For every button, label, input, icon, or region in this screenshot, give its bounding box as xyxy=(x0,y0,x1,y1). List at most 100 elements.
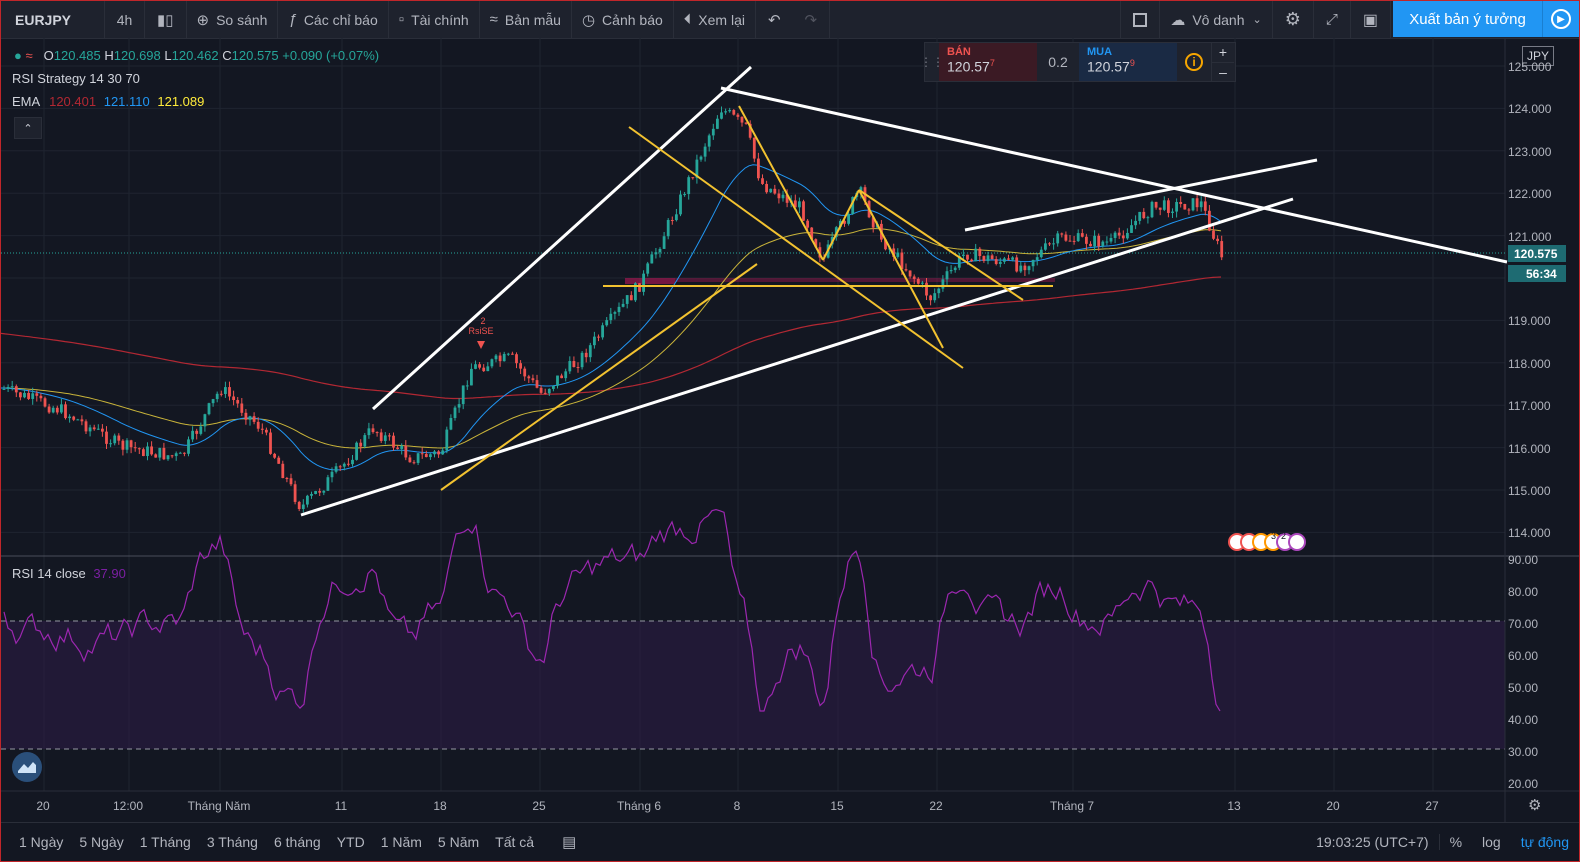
range-button[interactable]: 6 tháng xyxy=(273,834,321,850)
sell-button[interactable]: BÁN 120.577 xyxy=(939,43,1037,81)
range-button[interactable]: 5 Ngày xyxy=(79,834,124,850)
signal-marker: 2 RsiSE xyxy=(468,316,494,349)
publish-idea-button[interactable]: Xuất bản ý tưởng xyxy=(1393,1,1542,37)
compare-button[interactable]: ⊕ So sánh xyxy=(187,1,279,38)
minus-icon[interactable]: – xyxy=(1212,61,1234,82)
candle-body xyxy=(666,220,670,237)
range-button[interactable]: 1 Năm xyxy=(380,834,422,850)
rsi-tick-label: 70.00 xyxy=(1508,617,1539,631)
alert-button[interactable]: ◷ Cảnh báo xyxy=(572,1,674,38)
templates-button[interactable]: ≈ Bản mẫu xyxy=(480,1,572,38)
candle-body xyxy=(60,404,63,413)
high-label: H xyxy=(104,48,114,63)
symbol-label: EURJPY xyxy=(15,11,72,28)
clock-label[interactable]: 19:03:25 (UTC+7) xyxy=(1306,834,1440,850)
candle-body xyxy=(1138,211,1142,221)
snapshot-button[interactable]: ▣ xyxy=(1351,1,1391,38)
candle-body xyxy=(482,367,486,372)
layout-name-button[interactable]: ☁ Vô danh ⌄ xyxy=(1160,1,1273,38)
trend-line[interactable] xyxy=(738,105,824,261)
info-button[interactable]: i xyxy=(1177,43,1211,81)
chevron-down-icon: ⌄ xyxy=(1252,14,1262,26)
range-button[interactable]: Tất cả xyxy=(495,834,535,850)
trend-line[interactable] xyxy=(371,65,753,411)
chart-style-button[interactable]: ▮▯ xyxy=(145,1,187,38)
indicators-button[interactable]: ƒ Các chỉ báo xyxy=(278,1,389,38)
rsi-legend[interactable]: RSI 14 close 37.90 xyxy=(12,566,126,581)
candle-body xyxy=(392,435,395,448)
signal-count: 2 xyxy=(480,316,485,326)
close-label: C xyxy=(222,48,232,63)
fullscreen-rect-button[interactable] xyxy=(1120,1,1161,38)
trend-line[interactable] xyxy=(720,86,1508,264)
tradingview-logo[interactable] xyxy=(12,752,42,782)
candle-body xyxy=(851,196,855,214)
trend-line[interactable] xyxy=(858,189,1024,301)
candle-body xyxy=(511,353,514,355)
trend-line[interactable] xyxy=(300,197,1294,517)
candle-body xyxy=(1216,238,1219,242)
candle-body xyxy=(1093,235,1096,247)
financials-button[interactable]: ▫ Tài chính xyxy=(389,1,480,38)
candle-body xyxy=(1195,198,1199,208)
strategy-legend[interactable]: RSI Strategy 14 30 70 xyxy=(12,71,140,86)
fullscreen-button[interactable]: ⤢ xyxy=(1314,1,1351,38)
candle-body xyxy=(974,248,978,262)
candlestick-series xyxy=(2,106,1224,513)
candle-body xyxy=(1199,201,1203,208)
trend-line[interactable] xyxy=(858,189,944,349)
candle-body xyxy=(576,367,580,369)
quantity-stepper[interactable]: + – xyxy=(1211,43,1234,81)
plus-icon[interactable]: + xyxy=(1218,44,1228,61)
replay-button[interactable]: ⏴ Xem lại xyxy=(674,1,756,38)
drag-handle-icon[interactable]: ⋮⋮ xyxy=(920,55,944,69)
candle-body xyxy=(285,478,289,480)
time-tick-label: Tháng 6 xyxy=(616,799,662,813)
range-button[interactable]: 3 Tháng xyxy=(206,834,258,850)
candle-body xyxy=(994,259,998,264)
redo-button[interactable]: ↷ xyxy=(793,1,831,38)
candle-body xyxy=(1109,237,1113,242)
range-button[interactable]: YTD xyxy=(336,834,365,850)
chart-settings-icon[interactable]: ⚙ xyxy=(1528,797,1542,814)
range-button[interactable]: 5 Năm xyxy=(437,834,480,850)
trend-line[interactable] xyxy=(628,126,964,369)
date-range-icon[interactable]: ▤ xyxy=(562,834,577,851)
candle-body xyxy=(925,282,928,296)
buy-button[interactable]: MUA 120.579 xyxy=(1079,43,1177,81)
current-price-label: 120.575 xyxy=(1508,245,1566,262)
settings-button[interactable]: ⚙ xyxy=(1273,1,1314,38)
candle-body xyxy=(527,376,531,379)
range-button[interactable]: 1 Ngày xyxy=(19,834,64,850)
ema-value: 121.110 xyxy=(103,94,150,109)
percent-toggle[interactable]: % xyxy=(1449,834,1463,850)
publish-menu-button[interactable]: ▶ xyxy=(1542,1,1579,37)
undo-button[interactable]: ↶ xyxy=(756,1,793,38)
event-marker[interactable] xyxy=(1288,533,1306,551)
candle-body xyxy=(1023,265,1027,271)
candle-body xyxy=(429,454,432,458)
candle-body xyxy=(1101,241,1105,247)
symbol-search[interactable]: EURJPY xyxy=(1,1,105,38)
candle-body xyxy=(244,412,248,420)
candle-body xyxy=(568,361,572,372)
log-toggle[interactable]: log xyxy=(1482,834,1501,850)
candle-body xyxy=(330,471,334,478)
candle-body xyxy=(732,110,736,115)
auto-scale-toggle[interactable]: tự động xyxy=(1520,834,1569,850)
drawings[interactable] xyxy=(300,65,1508,517)
rsi-tick-label: 90.00 xyxy=(1508,553,1539,567)
candle-body xyxy=(400,445,404,449)
sell-price-pip: 7 xyxy=(989,58,995,68)
trend-line[interactable] xyxy=(822,189,860,261)
economic-events[interactable]: 3232 xyxy=(1227,531,1317,553)
ema-legend[interactable]: EMA 120.401 121.110 121.089 xyxy=(12,94,204,109)
trend-line[interactable] xyxy=(440,263,758,491)
currency-badge[interactable]: JPY xyxy=(1522,46,1554,66)
candle-body xyxy=(445,429,449,451)
collapse-legend-button[interactable]: ⌃ xyxy=(14,117,42,139)
trend-line[interactable] xyxy=(964,158,1318,232)
chart-canvas[interactable]: 2 RsiSE xyxy=(1,38,1579,822)
range-button[interactable]: 1 Tháng xyxy=(139,834,191,850)
interval-button[interactable]: 4h xyxy=(105,1,145,38)
